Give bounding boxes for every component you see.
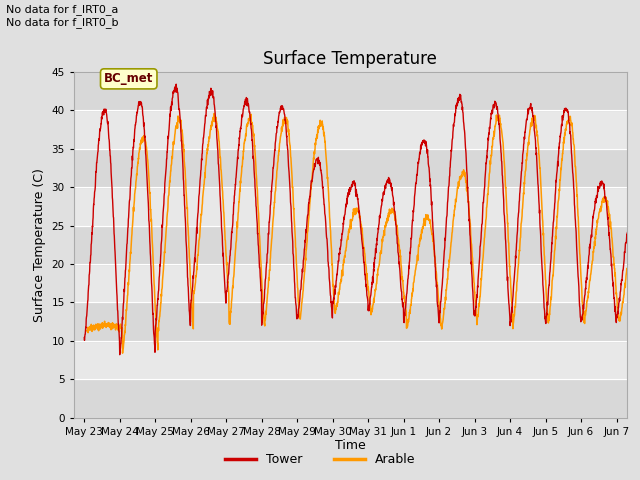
Tower bbox=[172, 81, 180, 87]
Bar bbox=[74, 72, 627, 110]
Title: Surface Temperature: Surface Temperature bbox=[264, 49, 437, 68]
Tower bbox=[540, 288, 547, 294]
Arable bbox=[263, 303, 271, 309]
X-axis label: Time: Time bbox=[335, 439, 366, 453]
Arable bbox=[211, 110, 218, 116]
Bar bbox=[74, 226, 627, 264]
Tower bbox=[572, 218, 579, 224]
Bar bbox=[74, 264, 627, 302]
Arable bbox=[119, 350, 127, 356]
Tower bbox=[260, 300, 268, 306]
Tower bbox=[81, 335, 88, 340]
Bar bbox=[74, 187, 627, 226]
Bar bbox=[74, 302, 627, 341]
Arable bbox=[83, 328, 91, 334]
Line: Tower: Tower bbox=[84, 84, 640, 355]
Arable bbox=[140, 132, 148, 138]
Arable bbox=[574, 214, 582, 220]
Tower bbox=[138, 102, 145, 108]
Arable bbox=[406, 309, 413, 315]
Tower bbox=[403, 291, 410, 297]
Bar bbox=[74, 341, 627, 379]
Bar bbox=[74, 149, 627, 187]
Text: No data for f_IRT0_a: No data for f_IRT0_a bbox=[6, 4, 119, 15]
Text: BC_met: BC_met bbox=[104, 72, 154, 85]
Text: No data for f_IRT0_b: No data for f_IRT0_b bbox=[6, 17, 119, 28]
Line: Arable: Arable bbox=[87, 113, 640, 353]
Bar bbox=[74, 379, 627, 418]
Legend: Tower, Arable: Tower, Arable bbox=[220, 448, 420, 471]
Tower bbox=[116, 352, 124, 358]
Arable bbox=[542, 290, 550, 296]
Bar bbox=[74, 110, 627, 149]
Y-axis label: Surface Temperature (C): Surface Temperature (C) bbox=[33, 168, 46, 322]
